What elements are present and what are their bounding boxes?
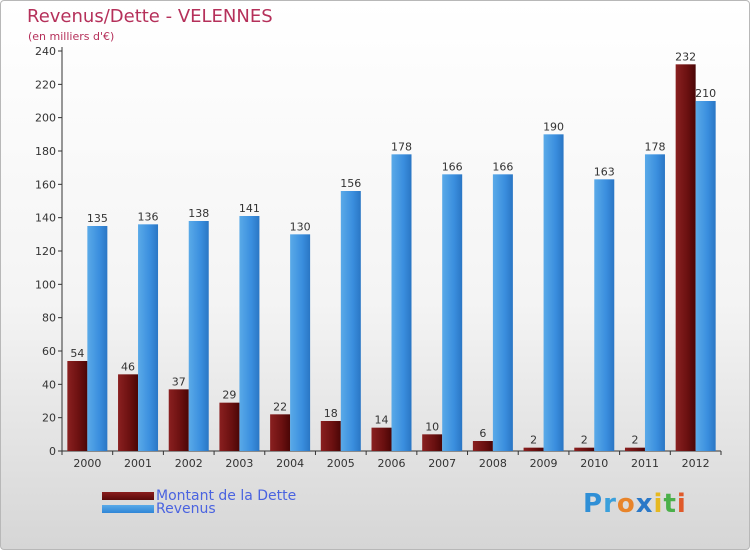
y-tick-label: 120 bbox=[35, 245, 56, 258]
bar-revenus bbox=[695, 101, 716, 451]
logo-letter: o bbox=[616, 489, 636, 519]
bar-dette bbox=[168, 389, 189, 451]
bar-dette bbox=[624, 447, 645, 451]
bar-dette bbox=[472, 441, 493, 451]
y-tick-label: 0 bbox=[49, 445, 56, 458]
bar-dette bbox=[422, 434, 443, 451]
logo-letter: x bbox=[635, 489, 654, 519]
data-label-revenus: 141 bbox=[239, 202, 260, 215]
y-tick-label: 240 bbox=[35, 45, 56, 58]
data-label-dette: 232 bbox=[675, 50, 696, 63]
bar-revenus bbox=[290, 234, 311, 451]
bar-dette bbox=[675, 64, 696, 452]
bar-dette bbox=[219, 402, 240, 451]
x-tick-label: 2009 bbox=[530, 457, 558, 470]
data-label-revenus: 190 bbox=[543, 120, 564, 133]
data-label-dette: 2 bbox=[631, 434, 638, 447]
bar-revenus bbox=[239, 216, 260, 451]
x-tick-label: 2005 bbox=[327, 457, 355, 470]
bar-revenus bbox=[594, 179, 615, 452]
data-label-dette: 2 bbox=[530, 434, 537, 447]
data-label-dette: 2 bbox=[581, 434, 588, 447]
data-label-dette: 54 bbox=[70, 347, 84, 360]
legend-label-revenus: Revenus bbox=[156, 501, 216, 517]
data-label-revenus: 166 bbox=[442, 160, 463, 173]
data-label-revenus: 136 bbox=[138, 210, 159, 223]
y-tick-label: 60 bbox=[42, 345, 56, 358]
x-tick-label: 2002 bbox=[175, 457, 203, 470]
data-label-revenus: 166 bbox=[492, 160, 513, 173]
y-tick-label: 200 bbox=[35, 112, 56, 125]
logo-letter: t bbox=[663, 489, 677, 519]
x-tick-label: 2003 bbox=[225, 457, 253, 470]
y-tick-label: 20 bbox=[42, 412, 56, 425]
data-label-dette: 18 bbox=[324, 407, 338, 420]
y-tick-label: 180 bbox=[35, 145, 56, 158]
x-tick-label: 2006 bbox=[378, 457, 406, 470]
data-label-dette: 46 bbox=[121, 360, 135, 373]
legend-item-dette: Montant de la Dette bbox=[102, 488, 296, 504]
y-tick-label: 220 bbox=[35, 78, 56, 91]
data-label-revenus: 135 bbox=[87, 212, 108, 225]
x-tick-label: 2004 bbox=[276, 457, 304, 470]
logo-letter: r bbox=[603, 489, 617, 519]
data-label-revenus: 163 bbox=[594, 165, 615, 178]
data-label-dette: 29 bbox=[222, 389, 236, 402]
bar-revenus bbox=[442, 174, 463, 452]
x-tick-label: 2001 bbox=[124, 457, 152, 470]
x-tick-label: 2000 bbox=[73, 457, 101, 470]
y-tick-label: 140 bbox=[35, 212, 56, 225]
bar-revenus bbox=[340, 191, 361, 451]
x-tick-label: 2012 bbox=[682, 457, 710, 470]
x-tick-label: 2010 bbox=[580, 457, 608, 470]
x-tick-label: 2008 bbox=[479, 457, 507, 470]
logo-letter: P bbox=[583, 489, 604, 519]
bar-revenus bbox=[188, 221, 209, 451]
chart-title: Revenus/Dette - VELENNES bbox=[27, 6, 273, 27]
bar-dette bbox=[320, 421, 341, 451]
y-tick-label: 40 bbox=[42, 378, 56, 391]
data-label-revenus: 138 bbox=[188, 207, 209, 220]
data-label-dette: 37 bbox=[172, 375, 186, 388]
data-label-revenus: 178 bbox=[391, 140, 412, 153]
bar-revenus bbox=[87, 226, 108, 451]
data-label-revenus: 156 bbox=[340, 177, 361, 190]
bar-dette bbox=[67, 361, 88, 451]
x-tick-label: 2011 bbox=[631, 457, 659, 470]
data-label-dette: 22 bbox=[273, 400, 287, 413]
bar-revenus bbox=[492, 174, 513, 452]
x-tick-label: 2007 bbox=[428, 457, 456, 470]
bar-dette bbox=[574, 447, 595, 451]
bar-dette bbox=[523, 447, 544, 451]
bar-revenus bbox=[543, 134, 564, 452]
legend-swatch-dette bbox=[102, 492, 154, 500]
bar-revenus bbox=[391, 154, 412, 452]
y-tick-label: 80 bbox=[42, 312, 56, 325]
data-label-revenus: 178 bbox=[644, 140, 665, 153]
logo-letter: i bbox=[676, 489, 687, 519]
data-label-revenus: 130 bbox=[290, 220, 311, 233]
logo-letter: i bbox=[653, 489, 664, 519]
legend-item-revenus: Revenus bbox=[102, 501, 216, 517]
bar-dette bbox=[270, 414, 291, 451]
bar-revenus bbox=[138, 224, 159, 451]
y-tick-label: 160 bbox=[35, 178, 56, 191]
chart-subtitle: (en milliers d'€) bbox=[28, 30, 115, 43]
bar-revenus bbox=[644, 154, 665, 452]
bar-dette bbox=[118, 374, 139, 451]
data-label-revenus: 210 bbox=[695, 87, 716, 100]
proxiti-logo: Proxiti bbox=[583, 489, 687, 519]
bar-dette bbox=[371, 427, 392, 451]
data-label-dette: 6 bbox=[479, 427, 486, 440]
y-tick-label: 100 bbox=[35, 278, 56, 291]
data-label-dette: 10 bbox=[425, 420, 439, 433]
data-label-dette: 14 bbox=[375, 414, 389, 427]
legend-swatch-revenus bbox=[102, 505, 154, 513]
legend-label-dette: Montant de la Dette bbox=[156, 488, 297, 504]
